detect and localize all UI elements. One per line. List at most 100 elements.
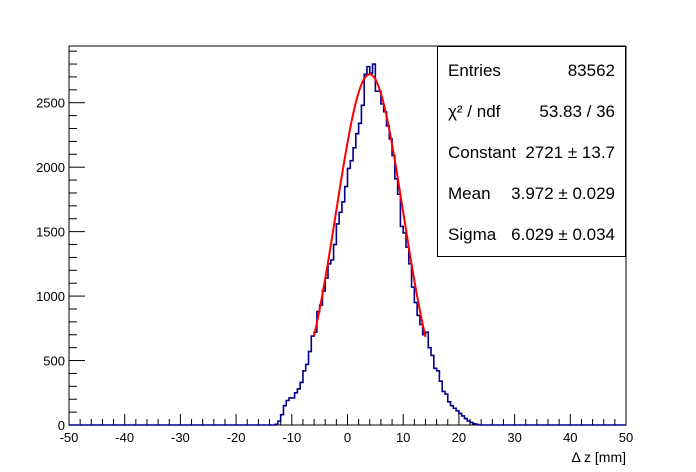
histogram-bin bbox=[375, 91, 378, 425]
x-tick-label: 20 bbox=[452, 430, 466, 445]
x-tick-label: -20 bbox=[227, 430, 246, 445]
stats-value: 6.029 ± 0.034 bbox=[511, 225, 615, 244]
stats-label: Entries bbox=[448, 61, 501, 80]
stats-value: 3.972 ± 0.029 bbox=[511, 184, 615, 203]
stats-label: Constant bbox=[448, 143, 517, 162]
histogram-bin bbox=[470, 422, 473, 425]
histogram-bin bbox=[456, 411, 459, 425]
histogram-bin bbox=[428, 348, 431, 425]
histogram-bin bbox=[336, 224, 339, 425]
histogram-bin bbox=[364, 74, 367, 425]
x-tick-label: -40 bbox=[115, 430, 134, 445]
histogram-bin bbox=[297, 389, 300, 425]
stats-row: Entries 83562 bbox=[448, 51, 615, 91]
histogram-bin bbox=[361, 105, 364, 425]
y-tick-label: 1000 bbox=[36, 289, 65, 304]
histogram-bin bbox=[453, 408, 456, 425]
x-tick-label: -10 bbox=[282, 430, 301, 445]
histogram-bin bbox=[448, 402, 451, 425]
x-tick-label: -50 bbox=[60, 430, 79, 445]
histogram-bin bbox=[400, 226, 403, 425]
y-tick-label: 2000 bbox=[36, 160, 65, 175]
histogram-bin bbox=[286, 401, 289, 425]
histogram-bin bbox=[309, 352, 312, 425]
histogram-bin bbox=[325, 278, 328, 425]
x-tick-label: 10 bbox=[396, 430, 410, 445]
stats-box: Entries 83562 χ² / ndf 53.83 / 36 Constant 27… bbox=[437, 46, 626, 257]
histogram-bin bbox=[350, 161, 353, 425]
histogram-bin bbox=[425, 332, 428, 425]
histogram-bin bbox=[328, 264, 331, 425]
x-tick-label: -30 bbox=[171, 430, 190, 445]
histogram-bin bbox=[406, 247, 409, 425]
histogram-bin bbox=[403, 233, 406, 425]
histogram-bin bbox=[353, 148, 356, 425]
histogram-bin bbox=[412, 287, 415, 425]
histogram-bin bbox=[317, 312, 320, 425]
histogram-bin bbox=[389, 139, 392, 425]
gaussian-fit-line bbox=[313, 73, 427, 338]
histogram-bin bbox=[473, 424, 476, 425]
histogram-bin bbox=[417, 315, 420, 425]
histogram-bin bbox=[378, 91, 381, 425]
histogram-bin bbox=[445, 394, 448, 425]
histogram-bin bbox=[311, 336, 314, 425]
histogram-bin bbox=[451, 406, 454, 425]
histogram-bin bbox=[334, 245, 337, 425]
histogram-bin bbox=[275, 424, 278, 425]
histogram-bin bbox=[281, 415, 284, 425]
fit-curve bbox=[313, 73, 427, 338]
stats-row: Constant 2721 ± 13.7 bbox=[448, 133, 615, 173]
histogram-bin bbox=[442, 391, 445, 425]
histogram-bin bbox=[322, 291, 325, 425]
histogram-bin bbox=[314, 332, 317, 425]
histogram-bin bbox=[423, 335, 426, 425]
stats-value: 83562 bbox=[567, 61, 615, 80]
histogram-bin bbox=[392, 156, 395, 425]
histogram-bin bbox=[384, 112, 387, 425]
stats-value: 53.83 / 36 bbox=[539, 102, 615, 121]
histogram-bin bbox=[278, 421, 281, 425]
stats-value: 2721 ± 13.7 bbox=[525, 143, 615, 162]
histogram-bin bbox=[434, 368, 437, 425]
x-tick-label: 0 bbox=[344, 430, 351, 445]
histogram-bin bbox=[339, 212, 342, 425]
axis-ticks: -50 -40 -30 -20 -10 0 10 20 30 40 5005001000150020… bbox=[36, 50, 633, 445]
histogram-bin bbox=[342, 202, 345, 425]
histogram-bin bbox=[300, 382, 303, 425]
histogram-bin bbox=[320, 305, 323, 425]
histogram-bin bbox=[367, 67, 370, 425]
histogram-bin bbox=[348, 168, 351, 425]
histogram-bin bbox=[464, 419, 467, 425]
histogram-bin bbox=[295, 393, 298, 425]
histogram-bin bbox=[303, 371, 306, 425]
histogram-bin bbox=[292, 398, 295, 425]
histogram-bin bbox=[398, 194, 401, 425]
histogram-bin bbox=[381, 104, 384, 425]
histogram-bin bbox=[373, 64, 376, 425]
histogram-bin bbox=[431, 355, 434, 425]
stats-row: χ² / ndf 53.83 / 36 bbox=[448, 92, 615, 132]
histogram-bin bbox=[409, 264, 412, 425]
stats-label: Mean bbox=[448, 184, 491, 203]
histogram-bin bbox=[306, 364, 309, 425]
histogram-series bbox=[69, 63, 626, 426]
histogram-bin bbox=[356, 134, 359, 425]
histogram-bin bbox=[467, 421, 470, 425]
histogram-bin bbox=[386, 126, 389, 425]
histogram-bin bbox=[439, 381, 442, 425]
histogram-bin bbox=[420, 324, 423, 425]
x-tick-label: 40 bbox=[563, 430, 577, 445]
histogram-bin bbox=[283, 406, 286, 425]
stats-label: χ² / ndf bbox=[448, 102, 501, 121]
stats-row: Mean 3.972 ± 0.029 bbox=[448, 174, 615, 214]
histogram-outline bbox=[69, 63, 626, 426]
histogram-bin bbox=[331, 260, 334, 425]
x-axis-title: Δ z [mm] bbox=[572, 449, 626, 465]
x-tick-label: 30 bbox=[507, 430, 521, 445]
y-tick-label: 1500 bbox=[36, 225, 65, 240]
histogram-bin bbox=[437, 371, 440, 425]
histogram-bin bbox=[289, 398, 292, 425]
stats-row: Sigma 6.029 ± 0.034 bbox=[448, 215, 615, 255]
y-tick-label: 2500 bbox=[36, 96, 65, 111]
